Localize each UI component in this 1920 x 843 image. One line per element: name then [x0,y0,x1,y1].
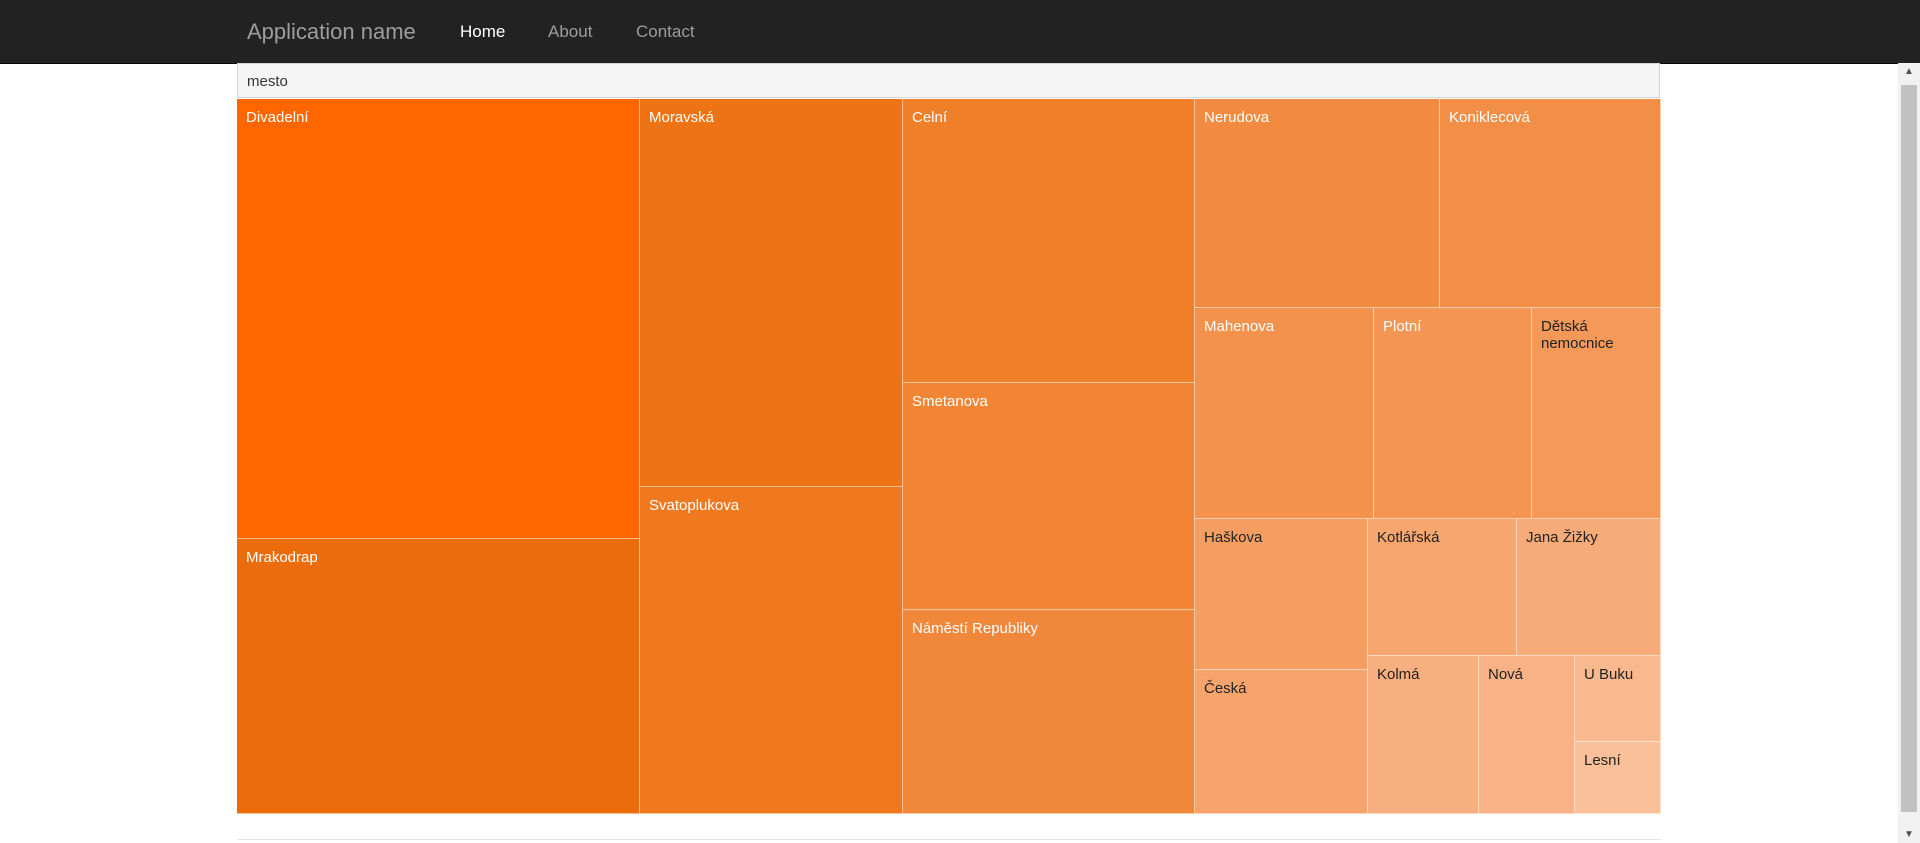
treemap-tile-label: Nerudova [1204,109,1270,126]
treemap-tile[interactable]: Nová [1479,656,1575,814]
treemap-tile[interactable]: Jana Žižky [1517,519,1661,656]
treemap-tile[interactable]: Moravská [640,99,903,487]
treemap-tile[interactable]: Smetanova [903,383,1195,610]
treemap-tile-label: Dětská nemocnice [1541,318,1614,352]
treemap-tile-label: Divadelní [246,109,309,126]
treemap-tile-label: Smetanova [912,393,988,410]
treemap-root-label: mesto [247,73,288,90]
treemap-tile[interactable]: Kolmá [1368,656,1479,814]
treemap-tile[interactable]: Svatoplukova [640,487,903,814]
treemap-tile[interactable]: Koniklecová [1440,99,1661,308]
scroll-down-arrow-icon[interactable]: ▼ [1904,829,1914,840]
treemap-tile-label: Moravská [649,109,715,126]
brand-link[interactable]: Application name [247,19,416,44]
treemap-header[interactable]: mesto [237,63,1660,98]
treemap-tile-label: Mrakodrap [246,549,318,566]
treemap-tile-label: Haškova [1204,529,1263,546]
nav-about-link[interactable]: About [548,22,593,41]
treemap-tile-label: Lesní [1584,752,1621,769]
scroll-up-arrow-icon[interactable]: ▲ [1904,66,1914,77]
treemap-tile-label: Kolmá [1377,666,1420,683]
treemap-tile[interactable]: Haškova [1195,519,1368,670]
footer-divider [237,839,1661,840]
treemap-tile[interactable]: U Buku [1575,656,1661,742]
treemap-tile[interactable]: Česká [1195,670,1368,814]
treemap-tile-label: Jana Žižky [1526,529,1598,546]
nav-contact-link[interactable]: Contact [636,22,695,41]
treemap-tile-label: Mahenova [1204,318,1275,335]
scroll-thumb[interactable] [1901,85,1917,812]
treemap-tile-label: Kotlářská [1377,529,1440,546]
treemap-tile[interactable]: Lesní [1575,742,1661,814]
treemap-tile[interactable]: Nerudova [1195,99,1440,308]
navbar: Application name Home About Contact [0,0,1920,64]
treemap-tile[interactable]: Dětská nemocnice [1532,308,1661,519]
treemap-tile-label: Koniklecová [1449,109,1530,126]
treemap-tile-label: Plotní [1383,318,1422,335]
treemap-tile-label: U Buku [1584,666,1634,683]
treemap-tile-label: Celní [912,109,948,126]
treemap-tile[interactable]: Mrakodrap [237,539,640,814]
treemap-tile-label: Nová [1488,666,1524,683]
treemap-tile[interactable]: Divadelní [237,99,640,539]
treemap-tile-label: Náměstí Republiky [912,620,1038,637]
treemap-tile[interactable]: Plotní [1374,308,1532,519]
vertical-scrollbar[interactable]: ▲ ▼ [1898,63,1920,843]
treemap-chart: Divadelní Mrakodrap Moravská Svatoplukova Ce… [237,99,1661,814]
nav-home-link[interactable]: Home [460,22,506,41]
treemap-tile-label: Česká [1204,680,1247,697]
treemap-tile[interactable]: Kotlářská [1368,519,1517,656]
treemap-tile[interactable]: Náměstí Republiky [903,610,1195,814]
treemap-tile[interactable]: Mahenova [1195,308,1374,519]
treemap-tile-label: Svatoplukova [649,497,740,514]
treemap-tile[interactable]: Celní [903,99,1195,383]
